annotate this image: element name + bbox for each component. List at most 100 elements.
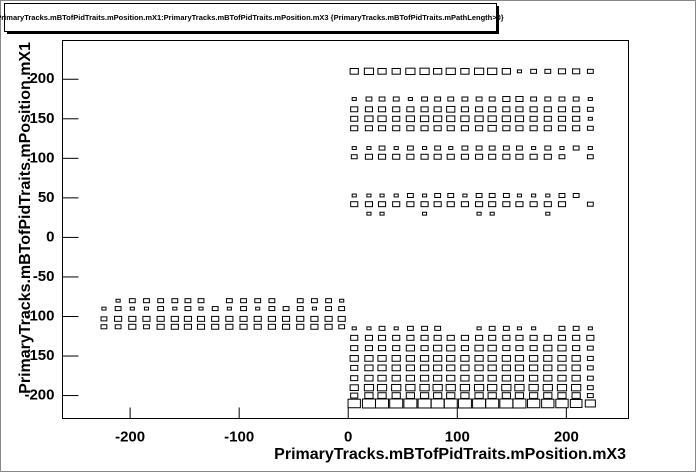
bin-box (543, 125, 552, 132)
bin-box (531, 193, 537, 198)
bin-box (364, 374, 374, 382)
bin-box (487, 344, 497, 352)
bin-box (406, 106, 415, 113)
bin-box (474, 374, 484, 382)
bin-box (351, 193, 357, 198)
bin-box (296, 306, 304, 312)
bin-box (586, 355, 594, 361)
bin-box (129, 306, 135, 311)
plot-frame (62, 40, 629, 419)
bin-box (544, 68, 552, 74)
bin-box (543, 344, 553, 352)
bin-box (377, 201, 387, 208)
bin-box (420, 334, 429, 341)
bin-box (433, 374, 443, 382)
x-tick-label: 200 (554, 428, 579, 445)
bin-box (433, 392, 443, 399)
bin-box (350, 345, 359, 352)
bin-box (460, 345, 469, 352)
bin-box (544, 96, 552, 102)
bin-box (225, 323, 234, 330)
bin-box (558, 192, 566, 199)
bin-box (253, 315, 262, 322)
bin-box (282, 306, 290, 312)
bin-box (487, 364, 497, 372)
bin-box (487, 355, 497, 362)
bin-box (572, 106, 581, 113)
bin-box (446, 153, 455, 160)
bin-box (170, 323, 179, 330)
bin-box (586, 125, 594, 131)
bin-box (516, 69, 522, 74)
bin-box (142, 315, 151, 322)
bin-box (406, 145, 414, 151)
bin-box (571, 364, 581, 372)
bin-box (476, 326, 482, 331)
bin-box (446, 115, 456, 123)
bin-box (446, 364, 456, 372)
bin-box (488, 96, 496, 102)
bin-box (406, 334, 415, 341)
bin-box (128, 315, 137, 322)
y-tick-label: 150 (29, 110, 54, 127)
bin-box (434, 192, 442, 199)
bin-box (419, 374, 430, 382)
bin-box (225, 298, 233, 304)
bin-box (572, 68, 581, 75)
bin-box (239, 323, 248, 330)
bin-box (446, 374, 456, 382)
bin-box (433, 334, 442, 341)
bin-box (556, 383, 568, 392)
bin-box (406, 192, 414, 199)
bin-box (531, 146, 537, 150)
bin-box (461, 96, 469, 102)
bin-box (515, 201, 524, 208)
bin-box (515, 96, 524, 102)
bin-box (405, 383, 416, 392)
bin-box (419, 67, 430, 76)
bin-box (460, 115, 470, 123)
bin-box (572, 145, 580, 151)
bin-box (433, 153, 442, 160)
bin-box (350, 125, 359, 132)
bin-box (529, 153, 538, 160)
bin-box (545, 211, 551, 216)
bin-box (128, 323, 137, 330)
bin-box (515, 334, 524, 341)
bin-box (542, 383, 553, 392)
bin-box (267, 323, 276, 330)
bin-box (350, 201, 359, 208)
y-tick-label: -50 (33, 268, 55, 285)
bin-box (587, 146, 593, 150)
bin-box (446, 105, 456, 113)
bin-box (474, 344, 484, 352)
bin-box (545, 193, 551, 198)
bin-box (586, 385, 594, 391)
bin-box (338, 324, 346, 330)
bin-box (543, 153, 552, 160)
y-axis-title: PrimaryTracks.mBTofPidTraits.mPosition.m… (17, 42, 34, 394)
bin-box (475, 96, 483, 102)
bin-box (349, 384, 359, 392)
bin-box (586, 375, 594, 381)
bin-box (196, 323, 206, 330)
bin-box (375, 398, 390, 409)
bin-box (366, 146, 372, 150)
bin-box (114, 324, 122, 330)
bin-box (101, 306, 107, 311)
bin-box (515, 153, 524, 160)
bin-box (419, 383, 430, 392)
bin-box (143, 306, 150, 311)
bin-box (557, 125, 567, 132)
bin-box (460, 392, 470, 399)
bin-box (502, 106, 511, 113)
bin-box (196, 315, 206, 322)
bin-box (254, 298, 262, 304)
bin-box (347, 398, 361, 409)
bin-box (377, 125, 387, 132)
bin-box (351, 146, 357, 150)
bin-box (422, 146, 428, 150)
bin-box (378, 96, 386, 102)
bin-box (460, 334, 469, 341)
bin-box (268, 306, 276, 312)
